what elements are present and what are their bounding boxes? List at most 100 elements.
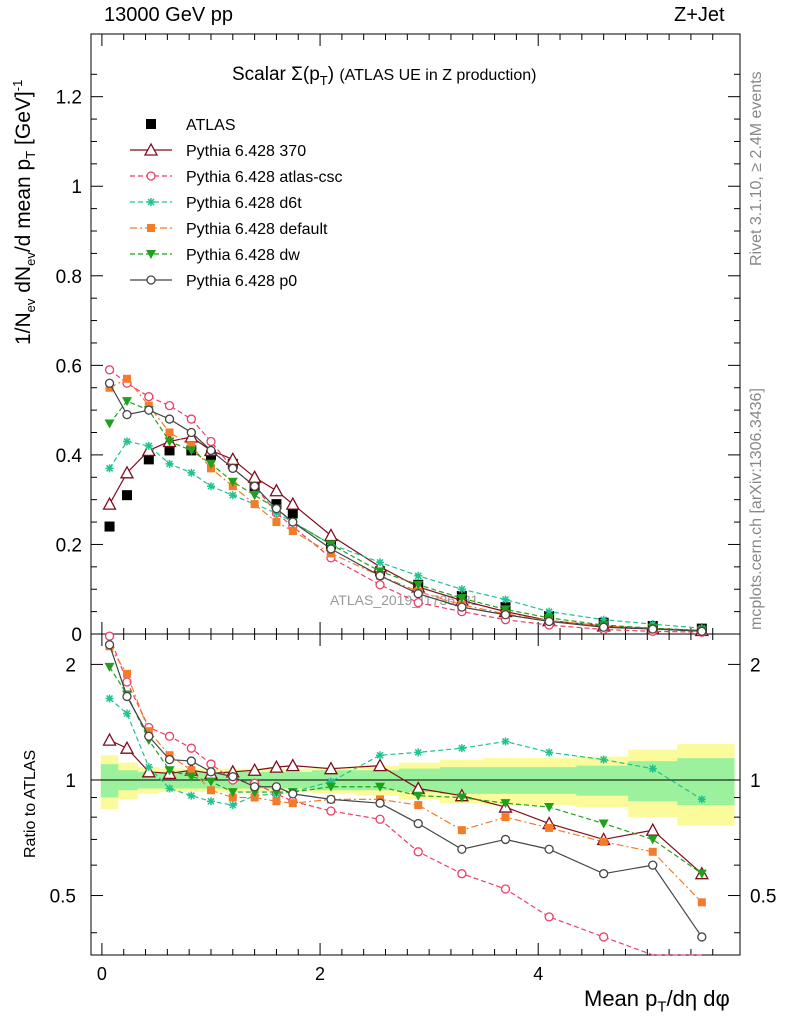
ratio-point bbox=[697, 795, 706, 804]
data-point bbox=[164, 445, 175, 456]
data-point bbox=[500, 605, 511, 615]
data-point bbox=[144, 405, 154, 415]
data-point bbox=[187, 441, 196, 450]
ratio-point bbox=[249, 782, 260, 792]
legend-label: Pythia 6.428 p0 bbox=[186, 273, 297, 290]
data-point bbox=[187, 468, 196, 477]
ratio-point bbox=[457, 844, 467, 854]
ratio-point bbox=[227, 788, 238, 798]
ratio-point bbox=[206, 767, 216, 777]
ratio-band-inner bbox=[100, 758, 735, 806]
data-point bbox=[288, 517, 298, 527]
data-point bbox=[544, 616, 554, 627]
ratio-point bbox=[187, 766, 196, 775]
data-point bbox=[500, 610, 511, 620]
x-tick-label: 4 bbox=[533, 964, 543, 984]
data-point bbox=[249, 481, 260, 491]
ratio-point bbox=[375, 782, 386, 792]
legend-label: Pythia 6.428 atlas-csc bbox=[186, 169, 343, 186]
ratio-point bbox=[288, 789, 298, 799]
ratio-point bbox=[122, 691, 132, 702]
data-point bbox=[599, 622, 609, 632]
ratio-point bbox=[647, 835, 658, 845]
ratio-point bbox=[104, 640, 115, 650]
data-point bbox=[164, 414, 175, 424]
data-point bbox=[144, 392, 154, 402]
ratio-point bbox=[122, 709, 131, 718]
data-point bbox=[326, 544, 336, 554]
y-tick-label: 0.4 bbox=[56, 446, 83, 467]
ratio-point bbox=[250, 793, 259, 802]
ratio-point bbox=[413, 818, 423, 829]
ratio-point bbox=[228, 793, 237, 802]
data-point bbox=[376, 558, 385, 567]
legend-marker bbox=[146, 171, 156, 181]
ratio-point bbox=[500, 884, 511, 894]
ratio-point bbox=[598, 819, 609, 829]
ratio-point bbox=[376, 751, 385, 760]
ratio-point bbox=[696, 869, 707, 879]
legend-marker bbox=[146, 275, 156, 285]
plot-title: Scalar Σ(pT) (ATLAS UE in Z production) bbox=[232, 64, 536, 88]
plot-title-note: (ATLAS UE in Z production) bbox=[339, 67, 537, 84]
legend-label: Pythia 6.428 370 bbox=[186, 143, 306, 160]
data-point bbox=[186, 446, 197, 456]
data-point bbox=[323, 528, 339, 542]
data-point bbox=[121, 397, 132, 407]
legend-marker bbox=[143, 142, 159, 156]
ratio-tick-label: 0.5 bbox=[50, 887, 76, 908]
legend-marker bbox=[146, 119, 156, 129]
ratio-point bbox=[501, 813, 510, 822]
ratio-point bbox=[228, 772, 238, 782]
data-point bbox=[164, 437, 175, 447]
ratio-point bbox=[102, 732, 117, 746]
ratio-point bbox=[122, 677, 132, 687]
ratio-tick-label: 1 bbox=[65, 771, 76, 792]
data-point bbox=[205, 459, 216, 469]
data-point bbox=[104, 419, 115, 429]
data-point bbox=[122, 437, 131, 446]
data-point bbox=[375, 580, 385, 590]
ratio-point bbox=[545, 748, 554, 757]
ratio-point bbox=[285, 758, 300, 772]
ratio-point bbox=[141, 764, 156, 778]
data-point bbox=[250, 500, 259, 509]
data-point bbox=[104, 378, 115, 388]
ratio-point bbox=[645, 822, 660, 836]
ratio-point bbox=[500, 799, 511, 809]
data-point bbox=[104, 521, 115, 532]
data-point bbox=[272, 518, 281, 527]
y-tick-label: 0.8 bbox=[56, 267, 82, 288]
data-point bbox=[269, 483, 284, 497]
ratio-point bbox=[119, 740, 135, 754]
ratio-point bbox=[648, 847, 657, 856]
ratio-point bbox=[544, 803, 555, 813]
ratio-point bbox=[413, 847, 423, 857]
legend-marker bbox=[147, 224, 155, 232]
legend-label: Pythia 6.428 d6t bbox=[186, 195, 302, 212]
ratio-point bbox=[144, 731, 154, 741]
data-point bbox=[249, 491, 260, 501]
ratio-point bbox=[648, 860, 658, 870]
data-point bbox=[122, 409, 132, 420]
data-point bbox=[648, 624, 658, 634]
ratio-point bbox=[247, 762, 262, 776]
data-point bbox=[206, 445, 216, 456]
plot-title-sub: T bbox=[319, 72, 328, 88]
data-point bbox=[119, 465, 135, 479]
ratio-point bbox=[164, 731, 175, 741]
ratio-point bbox=[372, 758, 388, 772]
data-point bbox=[413, 598, 423, 608]
ratio-point bbox=[105, 694, 114, 703]
data-point bbox=[105, 464, 114, 473]
data-point bbox=[227, 477, 238, 487]
data-point bbox=[375, 571, 385, 581]
legend-label: Pythia 6.428 default bbox=[186, 221, 328, 238]
y-tick-label: 0 bbox=[71, 625, 82, 646]
header-process: Z+Jet bbox=[674, 4, 725, 26]
data-point bbox=[186, 414, 196, 424]
ratio-point bbox=[186, 743, 196, 753]
data-point bbox=[247, 469, 262, 483]
ratio-point bbox=[501, 737, 510, 746]
ratio-point bbox=[599, 932, 609, 942]
